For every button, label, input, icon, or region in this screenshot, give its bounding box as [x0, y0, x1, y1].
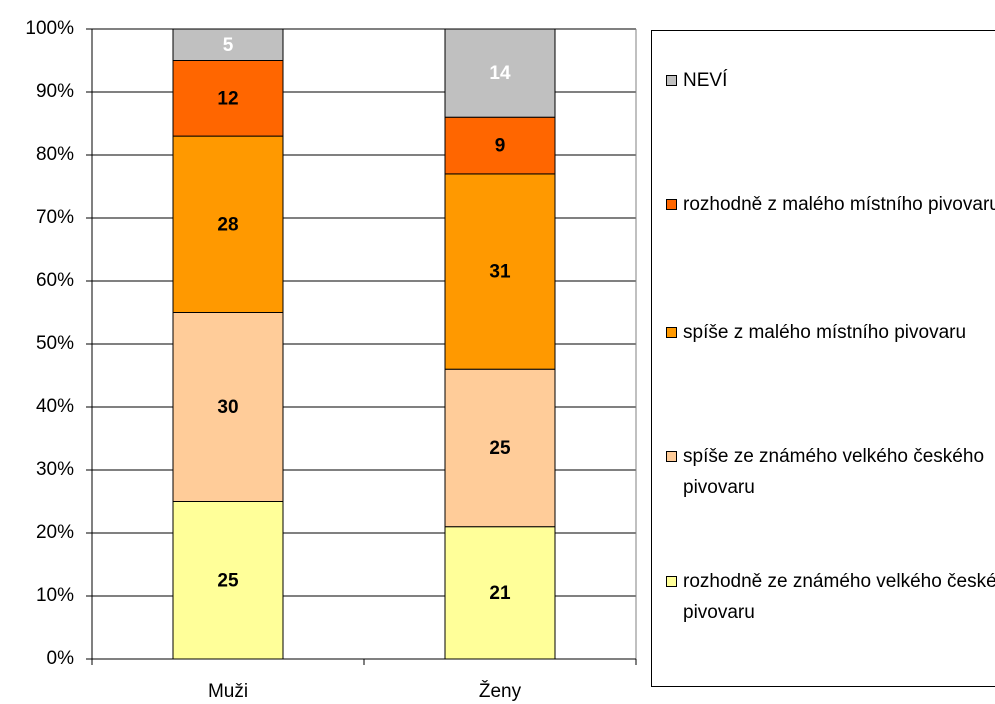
legend-label: spíše ze známého velkého českého pivovar… — [683, 446, 985, 498]
bar-segment — [444, 368, 556, 528]
legend-label: rozhodně z malého místního pivovaru — [683, 194, 995, 215]
data-label: 31 — [489, 262, 511, 283]
bar-segment — [172, 312, 284, 502]
data-label: 5 — [223, 35, 234, 56]
bar-segment — [172, 135, 284, 313]
y-tick-label: 100% — [25, 18, 74, 39]
bar-segment — [444, 28, 556, 118]
y-tick-label: 50% — [36, 333, 74, 354]
legend-swatch — [666, 451, 677, 462]
legend-entry: NEVÍ — [666, 65, 995, 96]
y-tick-label: 0% — [47, 648, 75, 669]
legend-swatch — [666, 327, 677, 338]
legend: NEVÍ rozhodně z malého místního pivovaru s… — [651, 30, 995, 687]
legend-swatch — [666, 75, 677, 86]
bar-segment — [172, 501, 284, 660]
x-tick-label: Muži — [208, 681, 248, 702]
y-tick-label: 80% — [36, 144, 74, 165]
legend-label: NEVÍ — [683, 70, 728, 91]
bar-segment — [444, 173, 556, 370]
bar-segment — [444, 116, 556, 175]
y-tick-label: 60% — [36, 270, 74, 291]
data-label: 9 — [495, 136, 506, 157]
y-tick-label: 90% — [36, 81, 74, 102]
data-label: 25 — [489, 438, 511, 459]
legend-swatch — [666, 199, 677, 210]
y-tick-label: 30% — [36, 459, 74, 480]
x-tick-label: Ženy — [479, 680, 522, 702]
legend-entry: spíše z malého místního pivovaru — [666, 317, 995, 348]
data-label: 30 — [217, 397, 238, 418]
data-label: 21 — [489, 583, 511, 604]
data-label: 28 — [217, 214, 238, 235]
y-tick-label: 40% — [36, 396, 74, 417]
legend-entry: rozhodně ze známého velkého českého pivo… — [666, 566, 995, 628]
y-tick-label: 10% — [36, 585, 74, 606]
data-label: 14 — [489, 63, 511, 84]
bar-segment — [444, 526, 556, 660]
data-label: 12 — [217, 88, 238, 109]
legend-label: spíše z malého místního pivovaru — [683, 322, 967, 343]
legend-entry: spíše ze známého velkého českého pivovar… — [666, 441, 995, 503]
legend-swatch — [666, 576, 677, 587]
legend-entry: rozhodně z malého místního pivovaru — [666, 189, 995, 220]
y-tick-label: 70% — [36, 207, 74, 228]
legend-label: rozhodně ze známého velkého českého pivo… — [683, 571, 995, 623]
bar-segment — [172, 28, 284, 61]
data-label: 25 — [217, 570, 239, 591]
bar-segment — [172, 60, 284, 137]
y-tick-label: 20% — [36, 522, 74, 543]
